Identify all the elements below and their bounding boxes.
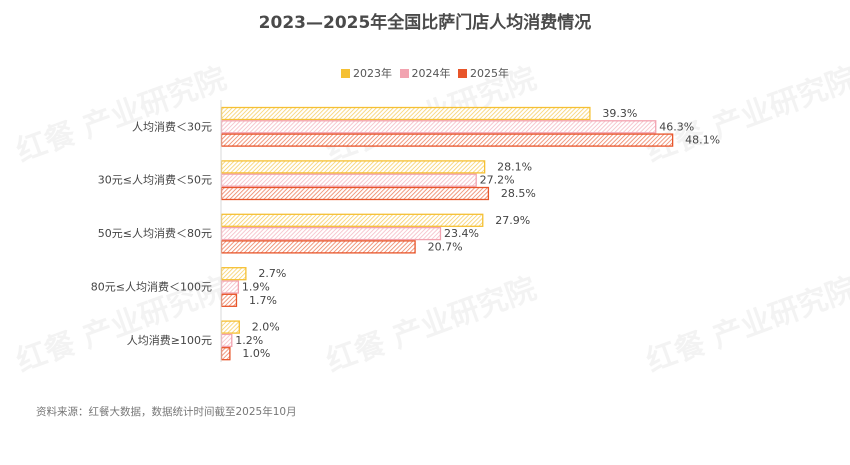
legend-swatch-2023: [341, 68, 350, 78]
data-label: 1.9%: [242, 281, 270, 294]
chart-title: 2023—2025年全国比萨门店人均消费情况: [258, 13, 592, 33]
bar-2025[interactable]: [220, 133, 674, 147]
source-note: 资料来源：红餐大数据，数据统计时间截至2025年10月: [36, 406, 297, 418]
data-label: 2.0%: [252, 321, 280, 334]
category-label: 人均消费＜30元: [132, 119, 212, 133]
legend-item-2023[interactable]: 2023年: [341, 65, 392, 81]
data-label: 20.7%: [428, 240, 463, 253]
bar-2023[interactable]: [220, 160, 486, 174]
data-label: 23.4%: [444, 227, 479, 240]
bar-2024[interactable]: [220, 173, 477, 187]
bar-2025[interactable]: [220, 347, 231, 361]
legend-swatch-2025: [458, 68, 467, 78]
data-label: 48.1%: [685, 134, 720, 147]
data-label: 28.5%: [501, 187, 536, 200]
legend-item-2024[interactable]: 2024年: [399, 65, 451, 81]
bar-2024[interactable]: [220, 280, 240, 294]
legend-item-2025[interactable]: 2025年: [458, 65, 509, 81]
data-label: 2.7%: [258, 267, 286, 280]
bar-2024[interactable]: [220, 120, 657, 134]
legend-label-2023: 2023年: [353, 67, 392, 80]
data-label: 1.7%: [249, 294, 277, 307]
data-label: 1.0%: [242, 347, 270, 360]
bar-2024[interactable]: [220, 226, 442, 241]
data-label: 28.1%: [497, 160, 532, 173]
data-label: 1.2%: [235, 334, 263, 347]
bar-2023[interactable]: [220, 213, 484, 227]
data-label: 27.9%: [495, 214, 530, 227]
legend-swatch-2024: [399, 68, 409, 78]
bar-2025[interactable]: [220, 240, 416, 254]
bar-2025[interactable]: [220, 293, 238, 307]
bar-2025[interactable]: [220, 186, 490, 201]
legend-label-2025: 2025年: [470, 67, 509, 80]
category-label: 50元≤人均消费＜80元: [98, 226, 212, 240]
bar-2023[interactable]: [220, 320, 240, 334]
data-label: 46.3%: [659, 120, 694, 133]
bar-2024[interactable]: [220, 333, 233, 348]
data-label: 39.3%: [602, 107, 637, 120]
data-label: 27.2%: [480, 174, 515, 187]
bar-2023[interactable]: [220, 106, 591, 121]
legend-label-2024: 2024年: [411, 67, 451, 80]
bar-2023[interactable]: [220, 267, 247, 281]
legend: 2023年 2024年 2025年: [0, 65, 850, 81]
category-label: 人均消费≥100元: [127, 333, 212, 347]
category-label: 80元≤人均消费＜100元: [91, 280, 212, 294]
category-label: 30元≤人均消费＜50元: [98, 173, 212, 187]
